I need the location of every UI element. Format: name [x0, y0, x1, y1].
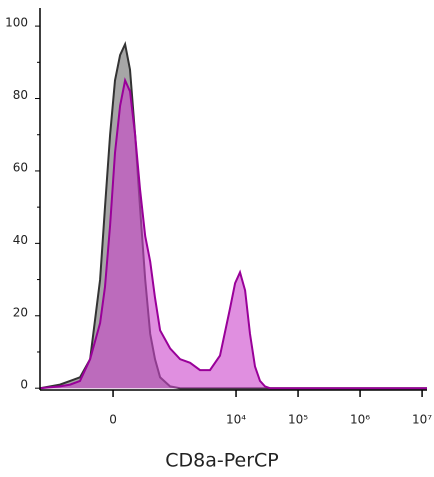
y-tick-label: 40 [13, 233, 28, 247]
x-tick-label: 0 [109, 413, 117, 427]
x-axis-title: CD8a-PerCP [165, 450, 279, 472]
x-tick-label: 10⁵ [288, 413, 308, 427]
y-tick-label: 80 [13, 88, 28, 102]
area-line [39, 77, 427, 390]
y-tick-label: 60 [13, 160, 28, 174]
y-tick-label: 0 [20, 378, 28, 392]
x-tick-label: 10⁶ [350, 413, 370, 427]
area-fill [40, 80, 427, 389]
y-tick-label: 20 [13, 305, 28, 319]
x-tick-label: 10⁷ [412, 413, 432, 427]
x-tick-label: 10⁴ [226, 413, 246, 427]
y-tick-label: 100 [5, 16, 28, 30]
